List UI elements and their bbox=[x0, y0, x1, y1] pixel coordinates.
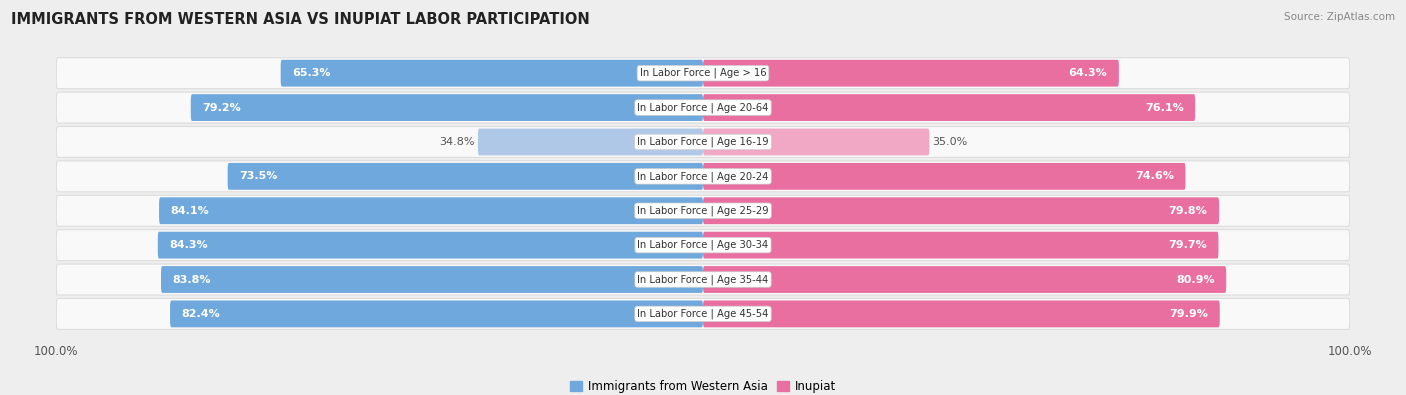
FancyBboxPatch shape bbox=[703, 301, 1220, 327]
Text: In Labor Force | Age 20-64: In Labor Force | Age 20-64 bbox=[637, 102, 769, 113]
FancyBboxPatch shape bbox=[703, 232, 1219, 259]
FancyBboxPatch shape bbox=[56, 195, 1350, 226]
FancyBboxPatch shape bbox=[703, 60, 1119, 87]
Text: 65.3%: 65.3% bbox=[292, 68, 330, 78]
Text: Source: ZipAtlas.com: Source: ZipAtlas.com bbox=[1284, 12, 1395, 22]
Text: 34.8%: 34.8% bbox=[439, 137, 475, 147]
FancyBboxPatch shape bbox=[703, 266, 1226, 293]
Text: 73.5%: 73.5% bbox=[239, 171, 277, 181]
Text: In Labor Force | Age 35-44: In Labor Force | Age 35-44 bbox=[637, 274, 769, 285]
Text: 79.9%: 79.9% bbox=[1170, 309, 1208, 319]
Text: 76.1%: 76.1% bbox=[1144, 103, 1184, 113]
Text: 84.3%: 84.3% bbox=[170, 240, 208, 250]
Text: 79.8%: 79.8% bbox=[1168, 206, 1208, 216]
Text: 79.7%: 79.7% bbox=[1168, 240, 1206, 250]
FancyBboxPatch shape bbox=[56, 264, 1350, 295]
Text: 82.4%: 82.4% bbox=[181, 309, 221, 319]
Text: 79.2%: 79.2% bbox=[202, 103, 242, 113]
Text: 35.0%: 35.0% bbox=[932, 137, 967, 147]
FancyBboxPatch shape bbox=[228, 163, 703, 190]
FancyBboxPatch shape bbox=[56, 161, 1350, 192]
FancyBboxPatch shape bbox=[56, 92, 1350, 123]
FancyBboxPatch shape bbox=[191, 94, 703, 121]
Text: 64.3%: 64.3% bbox=[1069, 68, 1108, 78]
Text: In Labor Force | Age 16-19: In Labor Force | Age 16-19 bbox=[637, 137, 769, 147]
FancyBboxPatch shape bbox=[170, 301, 703, 327]
FancyBboxPatch shape bbox=[56, 126, 1350, 158]
FancyBboxPatch shape bbox=[703, 163, 1185, 190]
FancyBboxPatch shape bbox=[478, 128, 703, 155]
FancyBboxPatch shape bbox=[159, 198, 703, 224]
Text: In Labor Force | Age > 16: In Labor Force | Age > 16 bbox=[640, 68, 766, 79]
Text: In Labor Force | Age 45-54: In Labor Force | Age 45-54 bbox=[637, 308, 769, 319]
Text: 83.8%: 83.8% bbox=[173, 275, 211, 284]
FancyBboxPatch shape bbox=[56, 229, 1350, 261]
FancyBboxPatch shape bbox=[281, 60, 703, 87]
Text: 74.6%: 74.6% bbox=[1135, 171, 1174, 181]
FancyBboxPatch shape bbox=[703, 94, 1195, 121]
FancyBboxPatch shape bbox=[157, 232, 703, 259]
Text: IMMIGRANTS FROM WESTERN ASIA VS INUPIAT LABOR PARTICIPATION: IMMIGRANTS FROM WESTERN ASIA VS INUPIAT … bbox=[11, 12, 591, 27]
FancyBboxPatch shape bbox=[162, 266, 703, 293]
FancyBboxPatch shape bbox=[56, 58, 1350, 88]
Text: In Labor Force | Age 25-29: In Labor Force | Age 25-29 bbox=[637, 205, 769, 216]
FancyBboxPatch shape bbox=[56, 299, 1350, 329]
Legend: Immigrants from Western Asia, Inupiat: Immigrants from Western Asia, Inupiat bbox=[565, 376, 841, 395]
Text: In Labor Force | Age 20-24: In Labor Force | Age 20-24 bbox=[637, 171, 769, 182]
Text: In Labor Force | Age 30-34: In Labor Force | Age 30-34 bbox=[637, 240, 769, 250]
Text: 80.9%: 80.9% bbox=[1175, 275, 1215, 284]
FancyBboxPatch shape bbox=[703, 128, 929, 155]
FancyBboxPatch shape bbox=[703, 198, 1219, 224]
Text: 84.1%: 84.1% bbox=[170, 206, 209, 216]
